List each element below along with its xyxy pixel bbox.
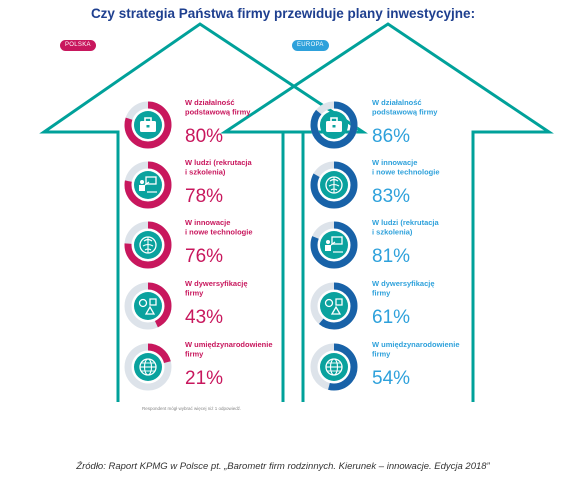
icon-badge: [320, 292, 348, 320]
item-label: i szkolenia): [185, 168, 226, 177]
item-label: W dywersyfikację: [372, 279, 435, 288]
item-value: 78%: [185, 186, 223, 207]
panel-europa: W działalnośćpodstawową firmy 86% W innowa…: [314, 98, 460, 389]
icon-badge: [134, 292, 162, 320]
polska-item-presenter: W ludzi (rekrutacjai szkolenia) 78%: [128, 158, 253, 207]
item-label: i szkolenia): [372, 228, 413, 237]
item-value: 81%: [372, 246, 410, 267]
europa-item-brain: W innowacjei nowe technologie 83%: [314, 158, 440, 207]
item-label: firmy: [185, 350, 204, 359]
polska-item-globe: W umiędzynarodowieniefirmy 21%: [128, 340, 273, 389]
polska-item-shapes: W dywersyfikacjęfirmy 43%: [128, 279, 248, 328]
polska-item-briefcase: W działalnośćpodstawową firmy 80%: [128, 98, 251, 147]
footnote: Respondent mógł wybrać więcej niż 1 odpo…: [142, 406, 241, 411]
item-value: 86%: [372, 126, 410, 147]
item-label: podstawową firmy: [372, 108, 438, 117]
item-value: 43%: [185, 307, 223, 328]
item-value: 61%: [372, 307, 410, 328]
item-value: 76%: [185, 246, 223, 267]
item-label: i nowe technologie: [185, 228, 253, 237]
item-label: firmy: [372, 289, 391, 298]
item-label: firmy: [372, 350, 391, 359]
item-value: 80%: [185, 126, 223, 147]
icon-badge: [320, 231, 348, 259]
europa-item-presenter: W ludzi (rekrutacjai szkolenia) 81%: [314, 218, 440, 267]
item-label: W działalność: [185, 98, 235, 107]
item-label: W ludzi (rekrutacja: [185, 158, 253, 167]
item-label: podstawową firmy: [185, 108, 251, 117]
panel-polska: W działalnośćpodstawową firmy 80% W ludzi …: [128, 98, 273, 389]
item-value: 54%: [372, 368, 410, 389]
polska-item-brain: W innowacjei nowe technologie 76%: [128, 218, 253, 267]
item-value: 83%: [372, 186, 410, 207]
item-label: W umiędzynarodowienie: [185, 340, 273, 349]
europa-item-shapes: W dywersyfikacjęfirmy 61%: [314, 279, 435, 328]
source-note: Źródło: Raport KPMG w Polsce pt. „Barome…: [0, 461, 566, 472]
item-label: W dywersyfikację: [185, 279, 248, 288]
europa-item-globe: W umiędzynarodowieniefirmy 54%: [314, 340, 460, 389]
item-value: 21%: [185, 368, 223, 389]
item-label: W innowacje: [372, 158, 417, 167]
item-label: W działalność: [372, 98, 422, 107]
item-label: W ludzi (rekrutacja: [372, 218, 440, 227]
item-label: W umiędzynarodowienie: [372, 340, 460, 349]
item-label: W innowacje: [185, 218, 230, 227]
item-label: i nowe technologie: [372, 168, 440, 177]
europa-item-briefcase: W działalnośćpodstawową firmy 86%: [314, 98, 438, 147]
icon-badge: [134, 171, 162, 199]
item-label: firmy: [185, 289, 204, 298]
